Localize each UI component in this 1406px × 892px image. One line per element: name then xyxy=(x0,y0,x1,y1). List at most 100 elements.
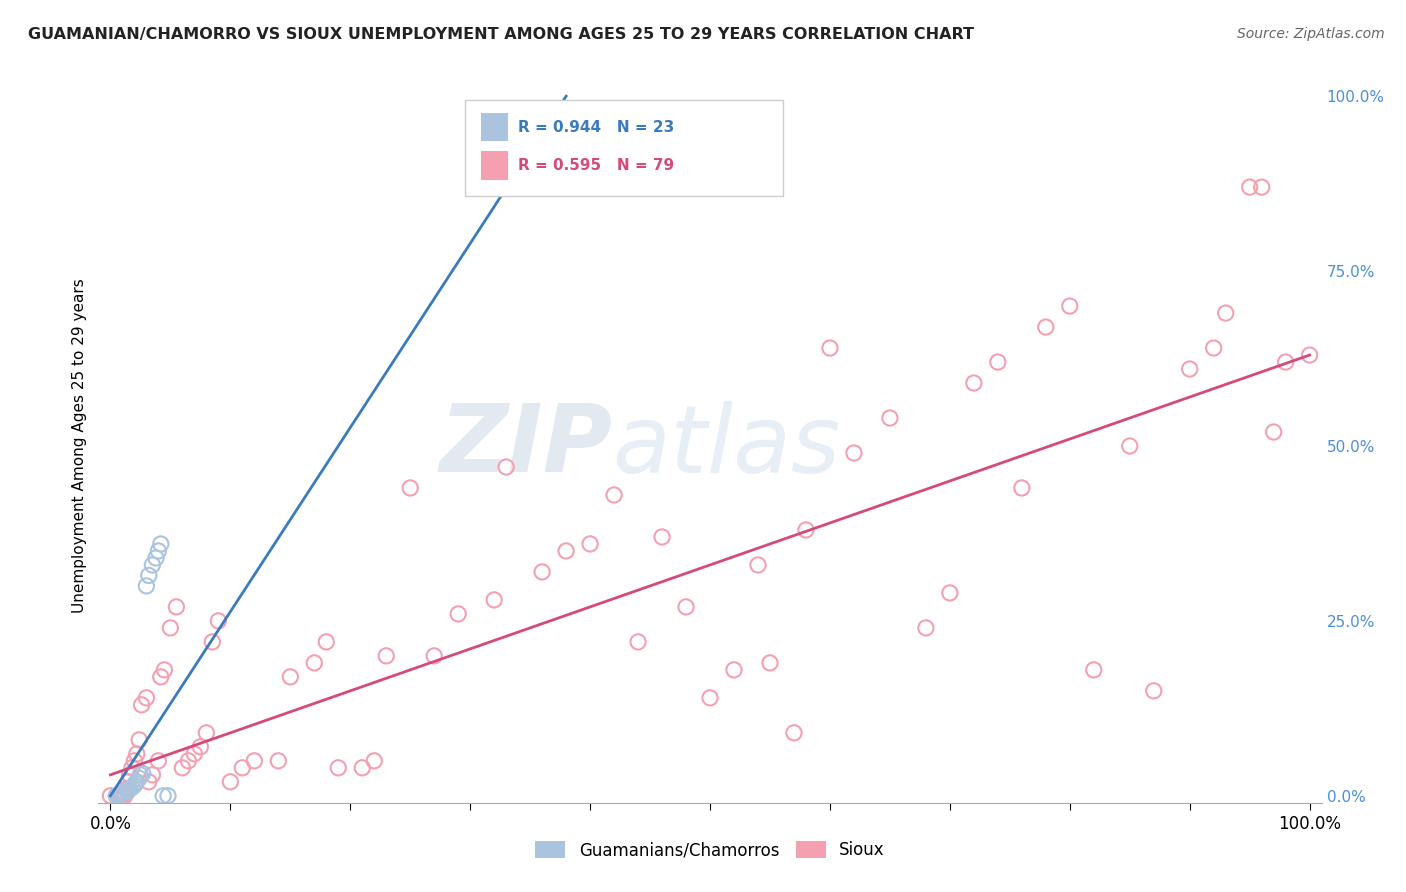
Point xyxy=(482,593,505,607)
Point xyxy=(1011,481,1033,495)
Point xyxy=(603,488,626,502)
Point xyxy=(939,586,962,600)
Point xyxy=(152,789,174,803)
Point xyxy=(759,656,782,670)
Point xyxy=(141,768,163,782)
Point xyxy=(963,376,986,390)
Point xyxy=(108,789,131,803)
Point xyxy=(375,648,398,663)
Point xyxy=(156,789,179,803)
Point xyxy=(818,341,841,355)
Point xyxy=(423,648,446,663)
Point xyxy=(114,785,136,799)
Point xyxy=(177,754,200,768)
Point xyxy=(447,607,470,621)
Point xyxy=(118,781,141,796)
Point xyxy=(108,788,131,802)
Point xyxy=(117,774,139,789)
Point xyxy=(267,754,290,768)
Point xyxy=(231,761,253,775)
Point xyxy=(243,754,266,768)
Point xyxy=(135,690,157,705)
Point xyxy=(783,726,806,740)
Text: atlas: atlas xyxy=(612,401,841,491)
Point xyxy=(1250,180,1272,194)
Point xyxy=(1298,348,1320,362)
Legend: Guamanians/Chamorros, Sioux: Guamanians/Chamorros, Sioux xyxy=(529,834,891,866)
Point xyxy=(399,481,422,495)
Point xyxy=(1178,362,1201,376)
Point xyxy=(145,550,167,565)
Point xyxy=(149,670,172,684)
Point xyxy=(201,635,224,649)
Point xyxy=(124,778,146,792)
Point xyxy=(128,772,150,786)
Point xyxy=(172,761,194,775)
Point xyxy=(138,774,160,789)
Point xyxy=(148,544,170,558)
Text: ZIP: ZIP xyxy=(439,400,612,492)
Point xyxy=(1274,355,1296,369)
Point xyxy=(495,460,517,475)
Point xyxy=(135,579,157,593)
Point xyxy=(118,768,141,782)
Point xyxy=(352,761,374,775)
Point xyxy=(328,761,350,775)
Point xyxy=(117,783,139,797)
Point xyxy=(121,780,143,795)
Text: GUAMANIAN/CHAMORRO VS SIOUX UNEMPLOYMENT AMONG AGES 25 TO 29 YEARS CORRELATION C: GUAMANIAN/CHAMORRO VS SIOUX UNEMPLOYMENT… xyxy=(28,27,974,42)
Y-axis label: Unemployment Among Ages 25 to 29 years: Unemployment Among Ages 25 to 29 years xyxy=(72,278,87,614)
Point xyxy=(100,789,122,803)
Point xyxy=(1202,341,1225,355)
Point xyxy=(148,754,170,768)
FancyBboxPatch shape xyxy=(481,112,508,141)
Point xyxy=(363,754,385,768)
Point xyxy=(149,537,172,551)
Point xyxy=(124,776,146,790)
Point xyxy=(915,621,938,635)
Point xyxy=(125,747,148,761)
Point xyxy=(165,599,187,614)
Point xyxy=(111,786,134,800)
Point xyxy=(579,537,602,551)
Point xyxy=(794,523,817,537)
Point xyxy=(125,774,148,789)
Point xyxy=(114,789,136,803)
Point xyxy=(699,690,721,705)
Point xyxy=(747,558,769,572)
Point xyxy=(1035,320,1057,334)
Point xyxy=(278,670,301,684)
Point xyxy=(1215,306,1237,320)
Point xyxy=(219,774,242,789)
Point xyxy=(128,732,150,747)
Point xyxy=(1059,299,1081,313)
FancyBboxPatch shape xyxy=(481,152,508,180)
Point xyxy=(531,565,554,579)
Point xyxy=(132,766,155,780)
Point xyxy=(879,411,901,425)
Point xyxy=(124,754,146,768)
Point xyxy=(121,761,143,775)
Point xyxy=(115,781,138,796)
Point xyxy=(627,635,650,649)
Point xyxy=(315,635,337,649)
Point xyxy=(675,599,697,614)
Point xyxy=(651,530,673,544)
Point xyxy=(1239,180,1261,194)
Point xyxy=(555,544,578,558)
Point xyxy=(987,355,1010,369)
Point xyxy=(138,568,160,582)
Point xyxy=(207,614,229,628)
Point xyxy=(183,747,205,761)
Point xyxy=(842,446,865,460)
Point xyxy=(304,656,326,670)
Point xyxy=(105,789,128,803)
Text: R = 0.944   N = 23: R = 0.944 N = 23 xyxy=(517,120,675,135)
Point xyxy=(129,768,152,782)
Point xyxy=(1119,439,1142,453)
Point xyxy=(1263,425,1285,439)
Text: Source: ZipAtlas.com: Source: ZipAtlas.com xyxy=(1237,27,1385,41)
Point xyxy=(110,789,132,803)
Point xyxy=(1143,684,1166,698)
Point xyxy=(153,663,176,677)
